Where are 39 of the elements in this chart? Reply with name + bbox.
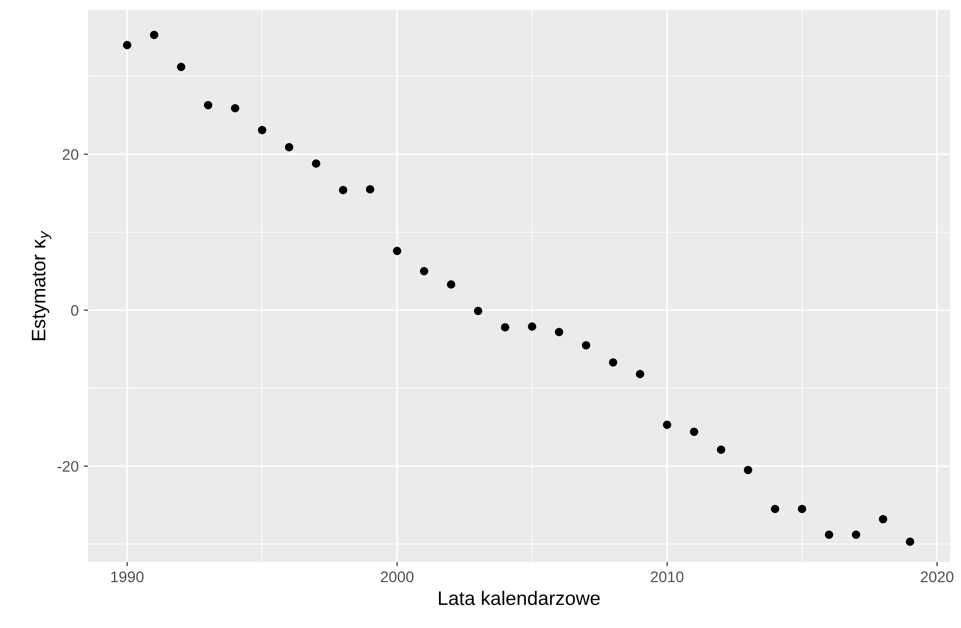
point <box>770 504 780 514</box>
point <box>500 323 510 332</box>
point <box>528 322 536 331</box>
point <box>474 306 482 316</box>
x-axis-title: Lata kalendarzowe <box>438 590 600 606</box>
x-tick-label: 1990 <box>111 571 144 582</box>
point <box>798 504 806 514</box>
point <box>446 280 456 289</box>
point <box>122 40 132 50</box>
point <box>366 185 374 194</box>
point <box>284 143 294 152</box>
point <box>716 446 726 454</box>
point <box>608 358 618 367</box>
point <box>204 100 212 110</box>
point <box>582 341 590 350</box>
x-tick-label: 2000 <box>380 571 414 582</box>
y-tick-label: -20 <box>58 460 78 472</box>
point <box>176 62 186 72</box>
point <box>230 104 240 112</box>
y-tick-label: 0 <box>71 305 78 316</box>
point <box>150 30 158 40</box>
point <box>338 186 348 194</box>
point <box>906 538 914 546</box>
point <box>258 126 266 134</box>
point <box>662 420 672 429</box>
point <box>690 428 698 436</box>
x-tick-label: 2010 <box>650 571 684 582</box>
point <box>744 466 752 474</box>
point <box>824 530 834 539</box>
point <box>312 159 320 168</box>
y-axis-title: Estymator κ$_{y}$ <box>32 230 52 340</box>
point <box>554 328 564 336</box>
point <box>852 530 860 539</box>
y-tick-label: 20 <box>62 149 78 160</box>
point <box>420 267 428 276</box>
x-tick-label: 2020 <box>920 571 954 582</box>
point <box>878 514 888 524</box>
point <box>636 370 644 378</box>
point <box>392 246 402 256</box>
